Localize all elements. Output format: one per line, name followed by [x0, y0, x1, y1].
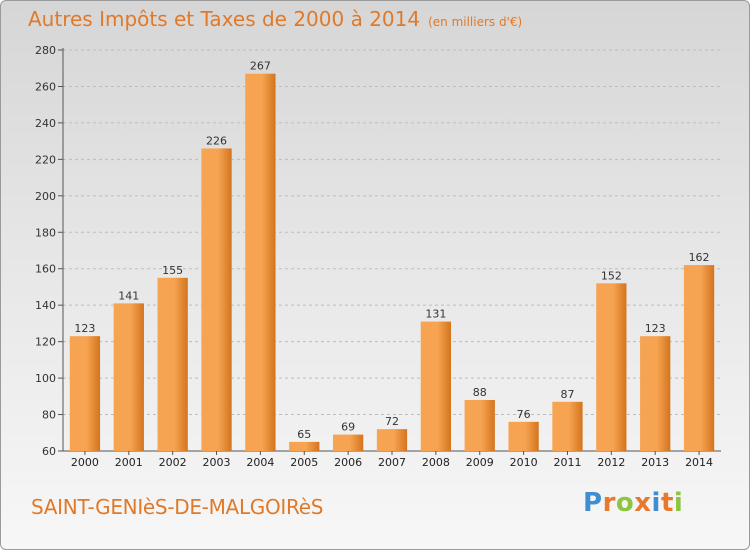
y-tick-label: 200: [35, 190, 56, 203]
x-tick-label: 2000: [71, 456, 99, 469]
bar: [332, 434, 364, 451]
y-tick-label: 240: [35, 117, 56, 130]
title-unit: (en milliers d'€): [428, 15, 523, 29]
data-label: 87: [560, 388, 574, 401]
y-tick-labels: 60 80 100 120 140 160 180 200 220 240 260 280: [35, 44, 56, 458]
x-tick-label: 2005: [290, 456, 318, 469]
bar: [157, 277, 188, 451]
logo-letter: i: [673, 488, 684, 518]
x-tick-label: 2014: [685, 456, 713, 469]
data-label: 123: [74, 322, 95, 335]
x-tick-labels: 2000 2001 2002 2003 2004 2005 2006 2007 2008 2009…: [71, 456, 713, 469]
data-label: 162: [689, 251, 710, 264]
data-label: 226: [206, 134, 227, 147]
x-tick-label: 2001: [115, 456, 143, 469]
x-tick-label: 2003: [203, 456, 231, 469]
x-tick-label: 2012: [597, 456, 625, 469]
y-tick-label: 80: [42, 409, 56, 422]
logo-letter: i: [651, 488, 661, 518]
proxiti-logo: Proxiti: [583, 488, 683, 518]
x-tick-label: 2002: [159, 456, 187, 469]
logo-letter: x: [634, 488, 652, 518]
y-tick-label: 280: [35, 44, 56, 57]
data-label: 141: [118, 289, 139, 302]
bar: [508, 421, 539, 451]
bar: [596, 283, 627, 451]
logo-letter: P: [583, 488, 603, 518]
y-tick-label: 180: [35, 226, 56, 239]
bar: [683, 265, 715, 451]
y-tick-label: 260: [35, 80, 56, 93]
data-labels: 123 141 155 226 267 65 69 72 131 88 76 87 152 123 162: [74, 60, 709, 441]
commune-name: SAINT-GENIèS-DE-MALGOIRèS: [31, 495, 324, 519]
x-tick-label: 2008: [422, 456, 450, 469]
bar: [245, 73, 276, 451]
bar: [552, 401, 583, 451]
y-tick-label: 120: [35, 336, 56, 349]
chart-title: Autres Impôts et Taxes de 2000 à 2014 (en…: [28, 7, 522, 31]
y-tick-label: 160: [35, 263, 56, 276]
bar: [640, 336, 671, 451]
data-label: 155: [162, 264, 183, 277]
data-label: 123: [645, 322, 666, 335]
y-tick-label: 140: [35, 299, 56, 312]
x-tick-label: 2006: [334, 456, 362, 469]
data-label: 88: [473, 386, 487, 399]
data-label: 72: [385, 415, 399, 428]
bar: [420, 321, 452, 451]
bars: [69, 73, 715, 451]
x-tick-label: 2004: [246, 456, 274, 469]
logo-letter: t: [660, 488, 674, 518]
bar: [464, 399, 495, 451]
y-tick-label: 100: [35, 372, 56, 385]
x-tick-label: 2013: [641, 456, 669, 469]
bar: [113, 303, 144, 451]
data-label: 76: [517, 408, 531, 421]
bar: [69, 336, 101, 451]
data-label: 65: [297, 428, 311, 441]
x-tick-label: 2007: [378, 456, 406, 469]
y-tick-label: 60: [42, 445, 56, 458]
bar: [376, 429, 408, 451]
data-label: 152: [601, 269, 622, 282]
data-label: 69: [341, 421, 355, 434]
x-tick-label: 2011: [553, 456, 581, 469]
logo-letter: r: [602, 488, 616, 518]
logo-letter: o: [615, 488, 635, 518]
bar: [201, 148, 232, 451]
bar: [289, 441, 320, 451]
x-tick-label: 2009: [466, 456, 494, 469]
title-main: Autres Impôts et Taxes de 2000 à 2014: [28, 7, 421, 31]
x-tick-label: 2010: [510, 456, 538, 469]
data-label: 131: [425, 308, 446, 321]
y-tick-label: 220: [35, 153, 56, 166]
data-label: 267: [250, 60, 271, 73]
